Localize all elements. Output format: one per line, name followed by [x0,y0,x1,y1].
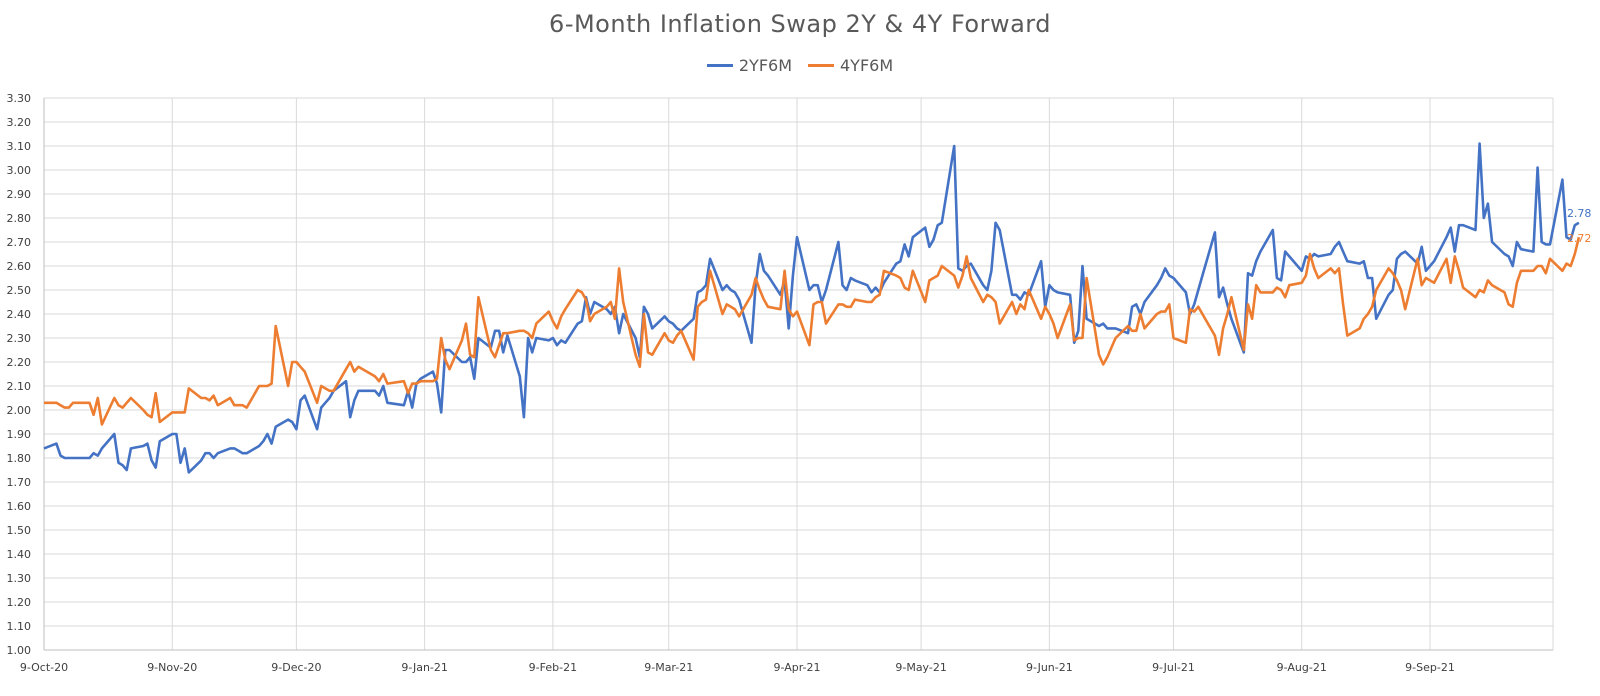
y-tick-label: 3.30 [7,92,32,105]
x-tick-label: 9-Jul-21 [1152,661,1195,674]
end-label-4yf6m: 2.72 [1567,232,1592,245]
series-line-4yf6m [44,236,1581,426]
y-tick-label: 2.70 [7,236,32,249]
x-tick-label: 9-Feb-21 [529,661,577,674]
y-tick-label: 1.80 [7,452,32,465]
legend-label-4yf6m: 4YF6M [840,56,894,75]
chart-title: 6-Month Inflation Swap 2Y & 4Y Forward [549,10,1051,38]
y-tick-label: 1.90 [7,428,32,441]
x-tick-label: 9-Oct-20 [20,661,68,674]
end-label-2yf6m: 2.78 [1567,207,1592,220]
y-tick-label: 1.70 [7,476,32,489]
x-tick-label: 9-Aug-21 [1277,661,1327,674]
y-tick-label: 2.80 [7,212,32,225]
y-tick-label: 2.20 [7,356,32,369]
y-tick-label: 3.10 [7,140,32,153]
y-tick-label: 1.40 [7,548,32,561]
y-tick-label: 2.00 [7,404,32,417]
legend-swatch-2yf6m [706,64,733,67]
y-tick-label: 1.20 [7,596,32,609]
y-tick-label: 1.50 [7,524,32,537]
y-tick-label: 3.20 [7,116,32,129]
x-tick-label: 9-May-21 [895,661,946,674]
series-line-2yf6m [43,142,1580,474]
x-tick-label: 9-Mar-21 [644,661,693,674]
y-tick-label: 2.50 [7,284,32,297]
y-tick-label: 1.60 [7,500,32,513]
x-tick-label: 9-Nov-20 [147,661,197,674]
legend-item-4yf6m: 4YF6M [808,56,893,75]
y-tick-label: 3.00 [7,164,32,177]
y-tick-label: 1.00 [7,644,32,657]
x-tick-label: 9-Jun-21 [1026,661,1073,674]
y-tick-label: 2.30 [7,332,32,345]
y-tick-label: 2.60 [7,260,32,273]
x-tick-label: 9-Dec-20 [271,661,321,674]
y-tick-label: 1.10 [7,620,32,633]
y-tick-label: 1.30 [7,572,32,585]
x-tick-label: 9-Jan-21 [401,661,448,674]
legend: 2YF6M 4YF6M [0,56,1600,75]
x-tick-label: 9-Sep-21 [1405,661,1455,674]
legend-item-2yf6m: 2YF6M [706,56,792,75]
y-tick-label: 2.90 [7,188,32,201]
legend-swatch-4yf6m [808,64,834,67]
y-tick-label: 2.10 [7,380,32,393]
x-tick-label: 9-Apr-21 [773,661,820,674]
legend-label-2yf6m: 2YF6M [738,56,792,75]
y-tick-label: 2.40 [7,308,32,321]
